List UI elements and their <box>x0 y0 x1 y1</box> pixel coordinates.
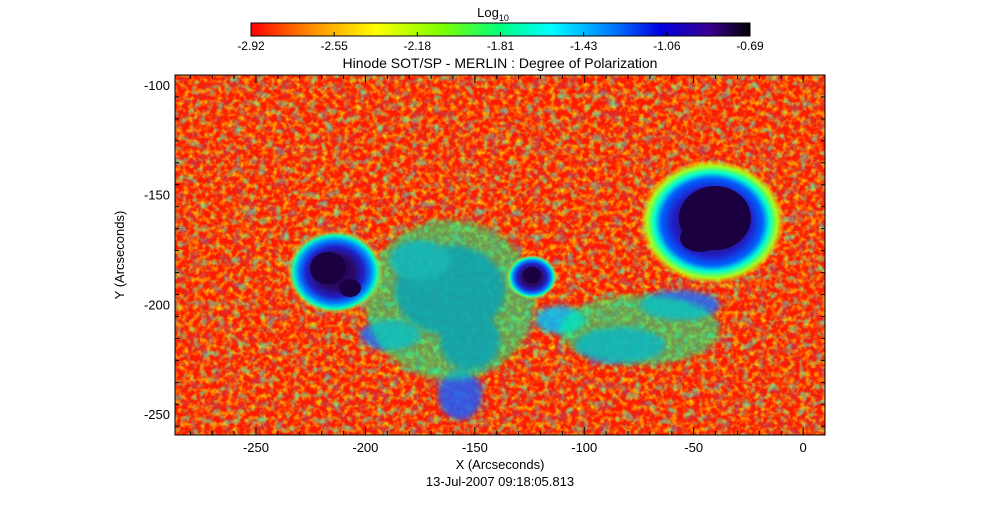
plage-halo <box>365 220 720 380</box>
sunspot-east <box>287 230 383 314</box>
colorbar-tick-label: -1.06 <box>653 39 681 53</box>
y-axis: -100 -150 -200 -250 <box>144 74 825 427</box>
x-tick-label: -200 <box>352 440 378 455</box>
x-tick-label: -150 <box>462 440 488 455</box>
colorbar-ticks: -2.92 -2.55 -2.18 -1.81 -1.43 -1.06 -0.69 <box>237 32 764 53</box>
y-tick-label: -200 <box>144 297 170 312</box>
colorbar-tick-label: -2.55 <box>320 39 348 53</box>
sunspot-west <box>640 160 784 284</box>
plot-title: Hinode SOT/SP - MERLIN : Degree of Polar… <box>343 55 658 71</box>
colorbar-tick-label: -0.69 <box>736 39 764 53</box>
y-tick-label: -150 <box>144 188 170 203</box>
x-tick-label: -50 <box>684 440 703 455</box>
colorbar-tick-label: -1.81 <box>487 39 515 53</box>
colorbar-tick-label: -2.18 <box>404 39 432 53</box>
polarization-map <box>175 75 825 435</box>
x-tick-label: 0 <box>799 440 806 455</box>
timestamp: 13-Jul-2007 09:18:05.813 <box>426 474 574 489</box>
plot-frame <box>174 74 826 436</box>
y-tick-label: -100 <box>144 78 170 93</box>
colorbar-tick-label: -1.43 <box>570 39 598 53</box>
colorbar: Log10 -2.92 -2.55 -2.18 -1.81 -1.43 -1.06 -0.6… <box>237 5 764 53</box>
x-axis-label: X (Arcseconds) <box>456 457 545 472</box>
colorbar-tick-label: -2.92 <box>237 39 265 53</box>
sunspot-small <box>507 255 557 299</box>
y-axis-label: Y (Arcseconds) <box>112 211 127 300</box>
x-tick-label: -250 <box>243 440 269 455</box>
x-tick-label: -100 <box>571 440 597 455</box>
x-axis: -250 -200 -150 -100 -50 0 <box>189 75 826 455</box>
y-tick-label: -250 <box>144 407 170 422</box>
colorbar-title: Log10 <box>477 5 509 23</box>
